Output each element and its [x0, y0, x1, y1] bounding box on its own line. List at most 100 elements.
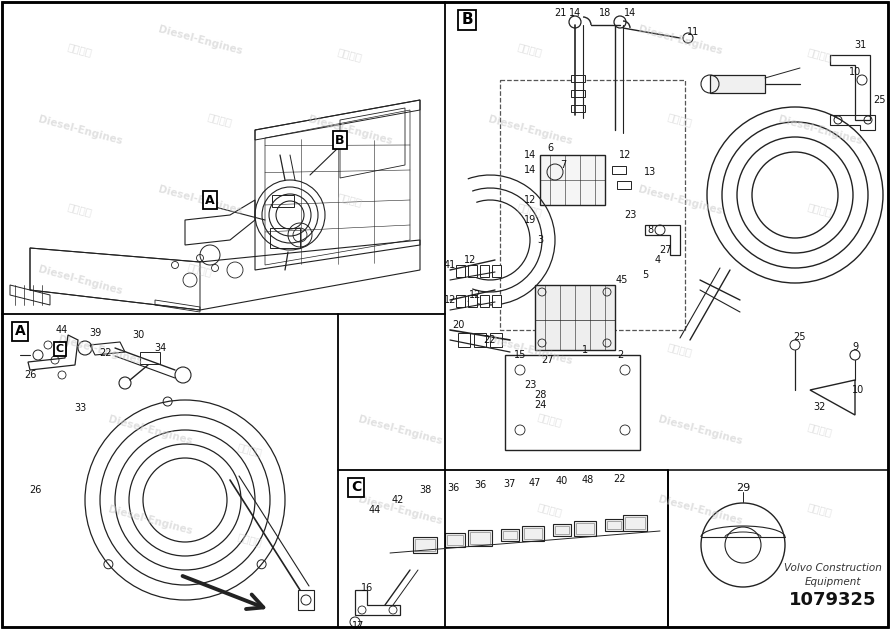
Text: 20: 20	[452, 320, 465, 330]
Text: 37: 37	[504, 479, 516, 489]
Bar	[474, 333, 486, 347]
Text: 4: 4	[655, 255, 661, 265]
Bar	[505, 355, 640, 450]
Text: Diesel-Engines: Diesel-Engines	[36, 264, 123, 296]
Text: 紧发动力: 紧发动力	[67, 42, 93, 58]
Text: 36: 36	[473, 480, 486, 490]
Text: 紧发动力: 紧发动力	[806, 202, 833, 218]
Text: 31: 31	[854, 40, 866, 50]
Text: 10: 10	[849, 67, 862, 77]
Text: 2: 2	[617, 350, 623, 360]
Text: 18: 18	[599, 8, 611, 18]
Bar	[540, 155, 605, 205]
Text: 33: 33	[74, 403, 86, 413]
Text: 21: 21	[554, 8, 566, 18]
Text: 27: 27	[659, 245, 671, 255]
Text: 22: 22	[484, 335, 497, 345]
Text: 14: 14	[569, 8, 581, 18]
Bar	[503, 531, 517, 539]
Bar	[571, 90, 585, 97]
Text: 48: 48	[582, 475, 595, 485]
Text: Diesel-Engines: Diesel-Engines	[357, 414, 443, 446]
Bar	[668, 470, 888, 627]
Text: Diesel-Engines: Diesel-Engines	[107, 504, 193, 536]
Text: Diesel-Engines: Diesel-Engines	[487, 334, 573, 366]
Text: Volvo Construction
Equipment: Volvo Construction Equipment	[784, 563, 882, 587]
Text: 23: 23	[524, 380, 536, 390]
Text: 40: 40	[556, 476, 568, 486]
Text: 11: 11	[687, 27, 700, 37]
Text: B: B	[336, 133, 344, 147]
Text: 紧发动力: 紧发动力	[537, 412, 563, 428]
Text: Diesel-Engines: Diesel-Engines	[637, 184, 724, 216]
Text: 12: 12	[469, 290, 481, 300]
Text: Diesel-Engines: Diesel-Engines	[487, 114, 573, 146]
Text: Diesel-Engines: Diesel-Engines	[36, 114, 123, 146]
Text: C: C	[56, 344, 64, 354]
Bar	[272, 195, 294, 207]
Text: 12: 12	[444, 295, 457, 305]
Text: C: C	[351, 480, 361, 494]
Bar	[576, 523, 594, 534]
Text: 13: 13	[643, 167, 656, 177]
Bar	[612, 166, 626, 174]
Text: 12: 12	[464, 255, 476, 265]
Text: 紧发动力: 紧发动力	[667, 342, 693, 358]
Bar	[468, 530, 492, 546]
Bar	[710, 75, 765, 93]
Text: Diesel-Engines: Diesel-Engines	[107, 414, 193, 446]
Bar	[625, 517, 645, 529]
Text: A: A	[14, 324, 26, 338]
Text: 28: 28	[534, 390, 546, 400]
Text: B: B	[461, 13, 473, 28]
Text: 32: 32	[813, 402, 826, 412]
Text: 1079325: 1079325	[789, 591, 877, 609]
Bar	[468, 295, 477, 307]
Text: 26: 26	[28, 485, 41, 495]
Bar	[623, 515, 647, 531]
Text: 38: 38	[419, 485, 431, 495]
Bar	[522, 526, 544, 541]
Bar	[298, 590, 314, 610]
Bar	[535, 285, 615, 350]
Text: 紧发动力: 紧发动力	[516, 202, 544, 218]
Bar	[270, 228, 300, 248]
Text: 12: 12	[619, 150, 631, 160]
Text: Diesel-Engines: Diesel-Engines	[307, 114, 393, 146]
Bar	[445, 533, 465, 547]
Bar	[574, 521, 596, 536]
Text: 10: 10	[852, 385, 864, 395]
Bar	[617, 181, 631, 189]
Text: 紧发动力: 紧发动力	[67, 202, 93, 218]
Text: Diesel-Engines: Diesel-Engines	[57, 334, 143, 366]
Text: 47: 47	[529, 478, 541, 488]
Bar	[607, 521, 621, 529]
Bar	[492, 295, 501, 307]
Bar	[470, 532, 490, 544]
Text: 7: 7	[560, 160, 566, 170]
Text: 14: 14	[524, 150, 536, 160]
Text: 39: 39	[89, 328, 101, 338]
Text: 紧发动力: 紧发动力	[336, 192, 363, 208]
Text: 24: 24	[534, 400, 546, 410]
Text: Diesel-Engines: Diesel-Engines	[657, 494, 743, 526]
Text: 紧发动力: 紧发动力	[806, 47, 833, 63]
Text: 紧发动力: 紧发动力	[537, 502, 563, 518]
Text: 14: 14	[524, 165, 536, 175]
Text: Diesel-Engines: Diesel-Engines	[777, 114, 863, 146]
Text: 紧发动力: 紧发动力	[237, 442, 263, 458]
Text: Diesel-Engines: Diesel-Engines	[357, 494, 443, 526]
Bar	[490, 333, 502, 347]
Text: 22: 22	[99, 348, 111, 358]
Text: 44: 44	[368, 505, 381, 515]
Text: 16: 16	[360, 583, 373, 593]
Text: Diesel-Engines: Diesel-Engines	[157, 184, 243, 216]
Bar	[555, 526, 569, 534]
Text: 17: 17	[352, 621, 364, 629]
Text: 26: 26	[24, 370, 36, 380]
Text: 紧发动力: 紧发动力	[806, 422, 833, 438]
Bar	[492, 265, 501, 277]
Text: 紧发动力: 紧发动力	[206, 112, 233, 128]
Bar	[447, 535, 463, 545]
Text: 12: 12	[524, 195, 536, 205]
